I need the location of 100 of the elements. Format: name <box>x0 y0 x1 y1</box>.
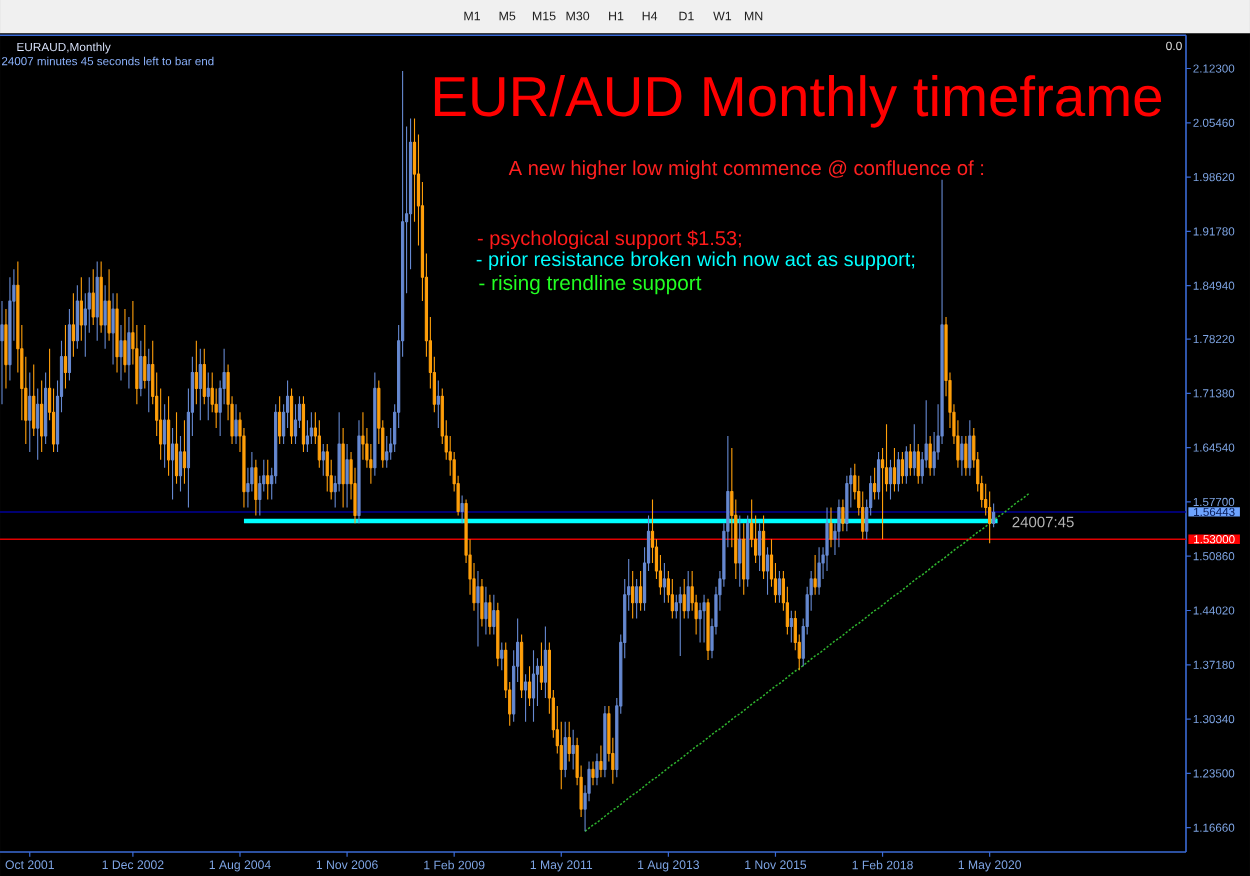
candlestick <box>599 745 603 778</box>
candlestick <box>119 324 123 382</box>
candlestick <box>174 411 179 485</box>
candlestick <box>837 498 841 548</box>
candlestick <box>968 419 972 477</box>
candlestick <box>527 665 532 707</box>
candlestick <box>127 316 131 389</box>
candlestick <box>309 411 313 445</box>
candlestick <box>206 371 210 421</box>
candlestick <box>385 435 389 469</box>
candlestick <box>904 445 908 485</box>
candlestick <box>916 443 920 485</box>
candlestick <box>813 554 817 596</box>
candlestick <box>531 649 536 723</box>
candlestick <box>900 451 905 485</box>
candlestick <box>194 340 198 405</box>
candlestick <box>960 435 964 477</box>
candlestick <box>36 387 40 461</box>
candlestick <box>436 379 440 429</box>
candlestick <box>738 514 742 588</box>
candlestick <box>325 443 329 493</box>
candlestick <box>765 546 770 596</box>
candlestick <box>825 506 829 572</box>
candlestick <box>595 752 599 786</box>
candlestick <box>761 514 766 580</box>
candlestick <box>115 292 119 374</box>
annotation: - prior resistance broken wich now act as support; <box>476 251 915 271</box>
candlestick <box>341 427 345 509</box>
candlestick <box>178 435 183 493</box>
candlestick <box>988 491 992 544</box>
candlestick <box>301 395 306 453</box>
candlestick <box>163 403 167 469</box>
candlestick <box>111 292 115 366</box>
candlestick <box>182 419 187 485</box>
candlestick <box>686 570 690 620</box>
candlestick <box>682 578 686 620</box>
candlestick <box>170 427 175 501</box>
candlestick <box>4 308 8 389</box>
candlestick <box>829 506 833 548</box>
candlestick <box>484 586 488 636</box>
candlestick <box>143 324 147 389</box>
candlestick <box>345 443 349 509</box>
candlestick <box>147 348 151 413</box>
candlestick <box>91 268 95 326</box>
candlestick <box>357 419 361 524</box>
candlestick <box>293 403 298 445</box>
candlestick <box>742 522 746 596</box>
candlestick <box>373 371 377 477</box>
candlestick <box>202 348 206 405</box>
candlestick <box>591 760 595 786</box>
candlestick <box>892 447 897 493</box>
candlestick <box>845 475 849 532</box>
candlestick <box>254 459 258 516</box>
candlestick <box>460 495 464 524</box>
candlestick <box>63 324 68 389</box>
candlestick <box>896 451 901 493</box>
candlestick <box>635 578 639 620</box>
candlestick <box>777 570 782 604</box>
candlestick <box>103 284 107 350</box>
candlestick <box>638 570 643 612</box>
candlestick <box>543 625 548 699</box>
candlestick <box>912 423 916 477</box>
candlestick <box>32 364 36 437</box>
candlestick <box>0 300 4 405</box>
candlestick <box>908 443 912 477</box>
candlestick <box>95 260 99 342</box>
candlestick <box>8 276 12 382</box>
candlestick <box>305 419 310 453</box>
candlestick <box>523 673 528 723</box>
candlestick <box>991 502 996 528</box>
candlestick <box>563 721 567 778</box>
candlestick <box>480 578 484 628</box>
candlestick <box>678 586 682 657</box>
candlestick <box>571 729 575 770</box>
candlestick <box>75 284 79 350</box>
candlestick <box>321 443 325 477</box>
candlestick <box>317 419 321 469</box>
candlestick <box>67 308 72 382</box>
candlestick <box>289 387 294 445</box>
candlestick <box>79 276 83 342</box>
candlestick <box>496 602 500 667</box>
candlestick <box>662 562 667 604</box>
text: A new higher low might commence @ confluence of : <box>508 160 984 180</box>
candlestick <box>476 570 480 647</box>
candlestick <box>876 451 881 501</box>
candlestick <box>841 498 845 532</box>
candlestick <box>817 546 821 596</box>
candlestick <box>888 459 893 501</box>
candlestick <box>40 379 44 453</box>
candlestick <box>361 411 365 461</box>
candlestick <box>99 260 103 334</box>
candlestick <box>278 395 282 445</box>
candlestick <box>44 371 48 445</box>
candlestick <box>702 594 706 643</box>
candlestick <box>757 522 762 572</box>
candlestick <box>670 578 674 620</box>
annotation: - rising trendline support <box>479 274 702 295</box>
candlestick <box>928 435 932 477</box>
candlestick <box>567 721 571 763</box>
candlestick <box>139 340 143 397</box>
